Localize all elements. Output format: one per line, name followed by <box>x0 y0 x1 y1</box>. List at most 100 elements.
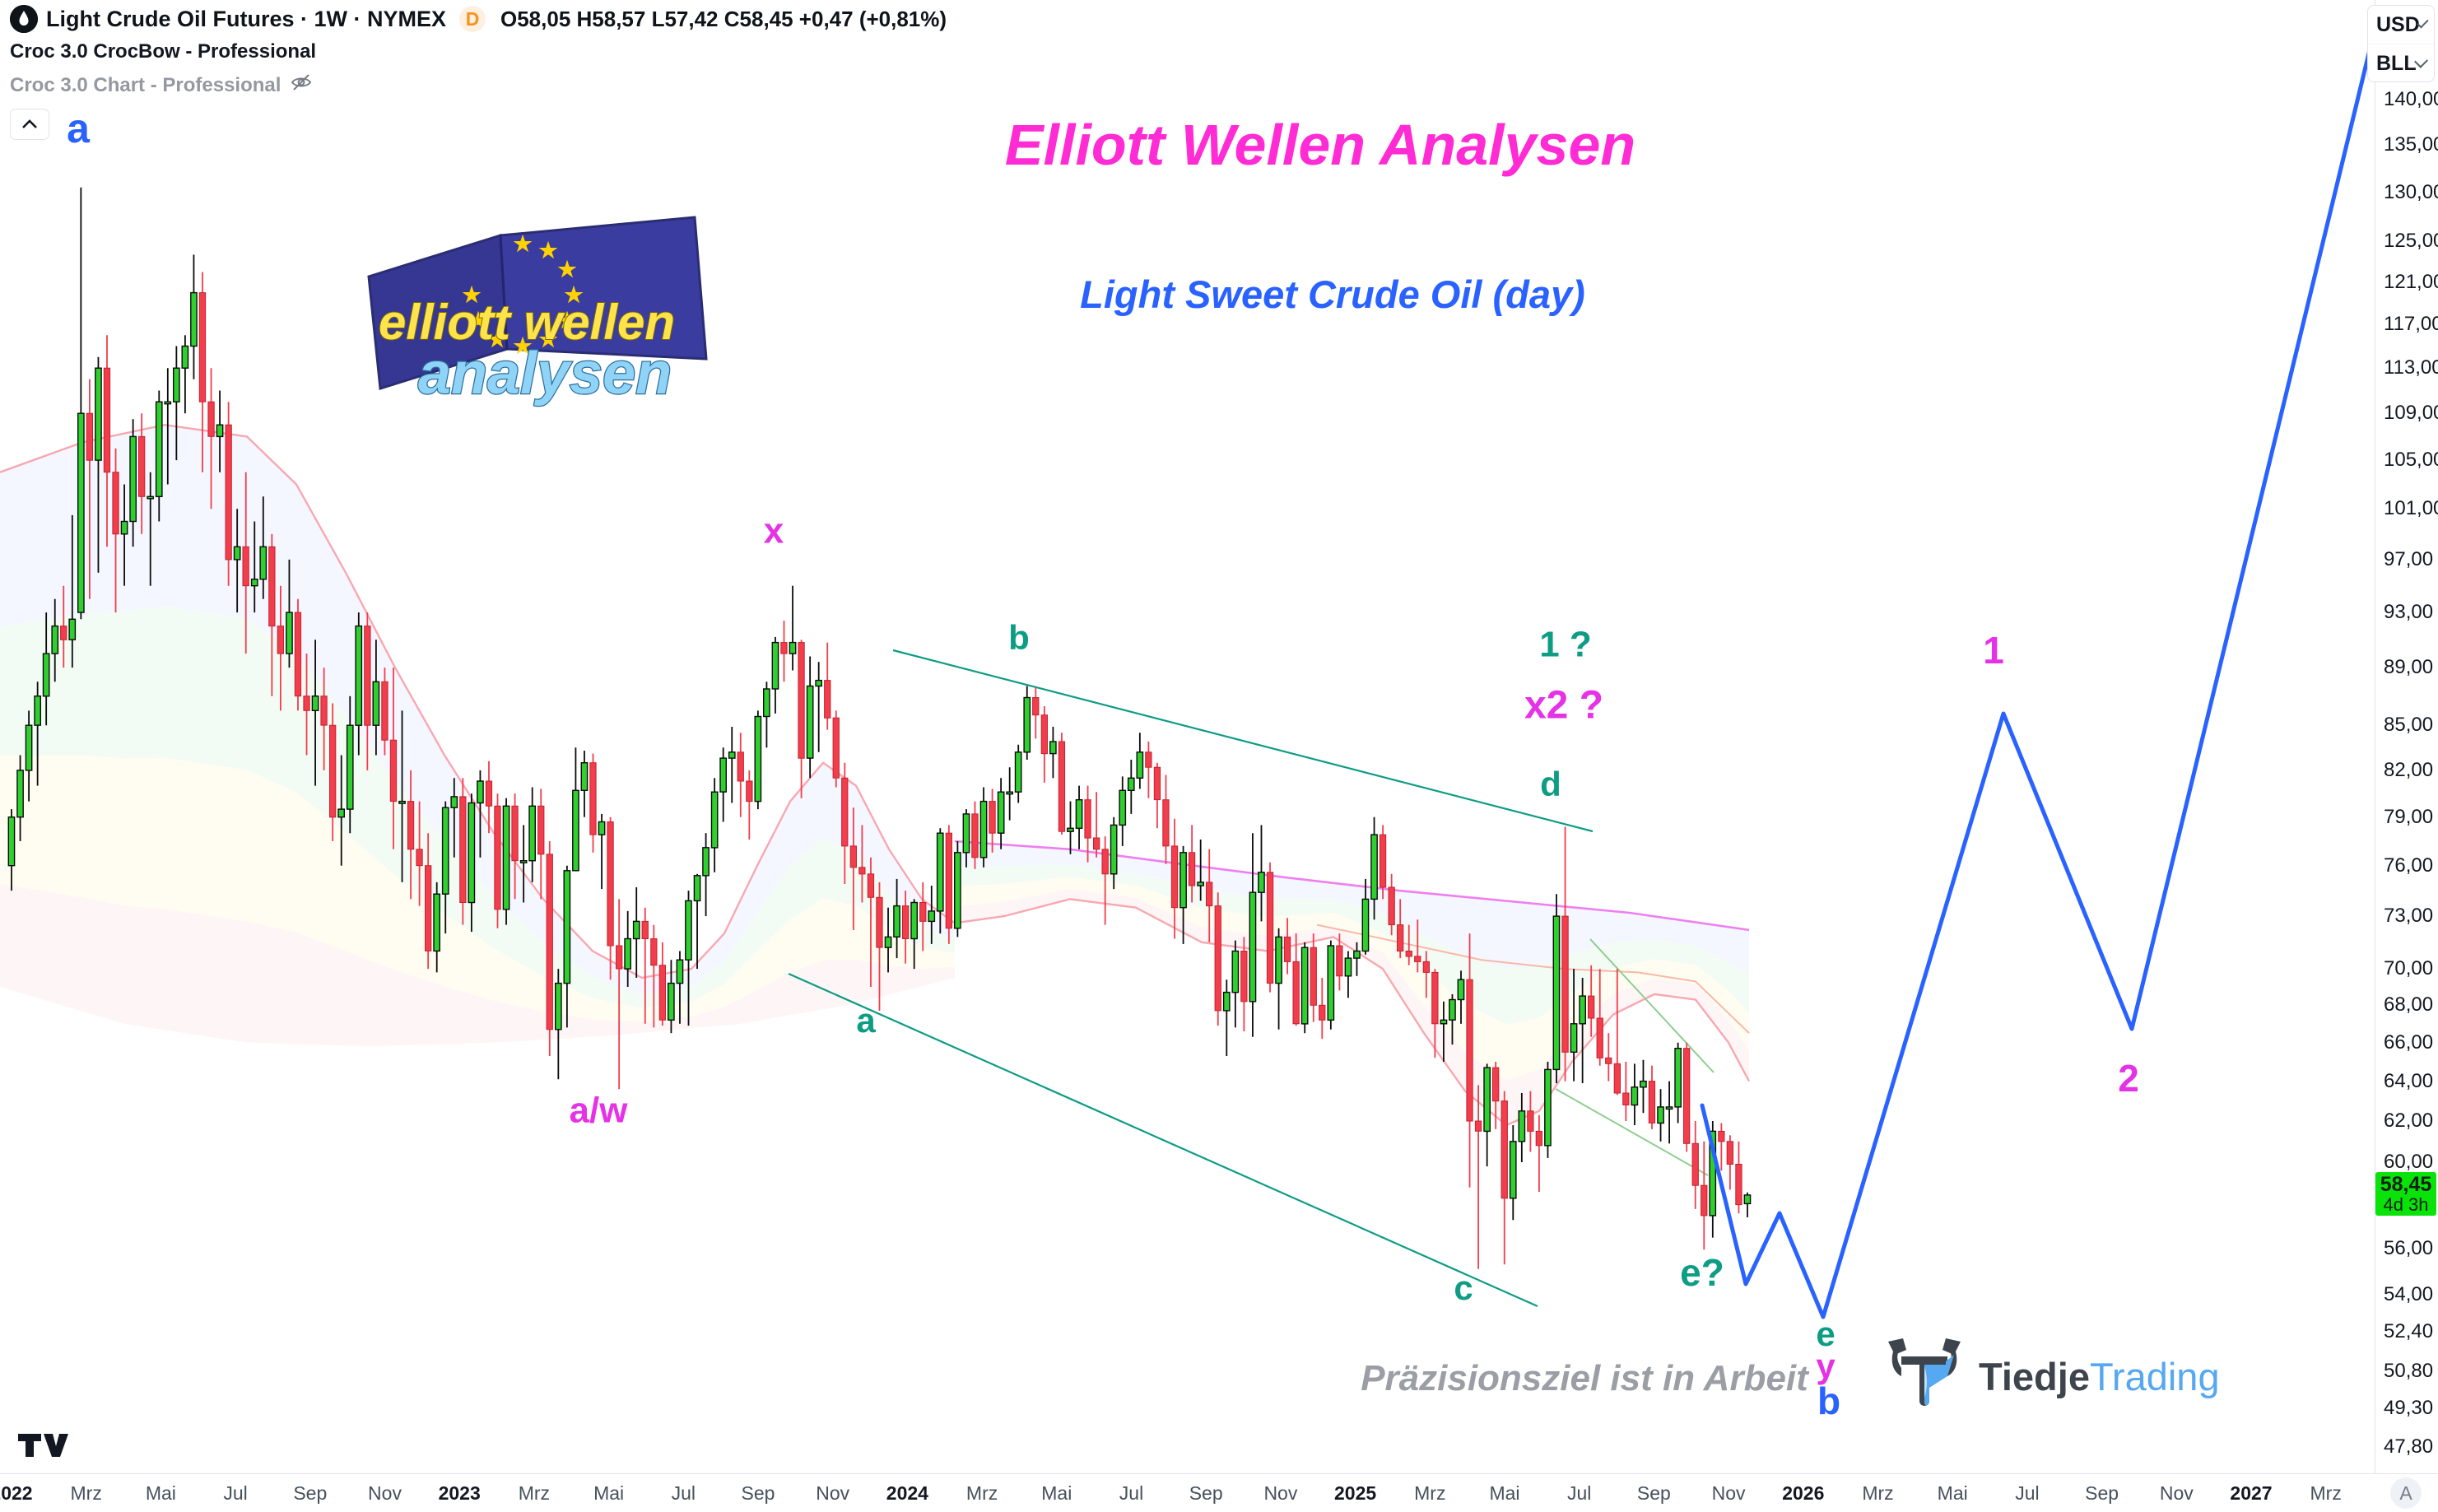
candle <box>1249 891 1257 1003</box>
candle <box>303 696 310 711</box>
candle <box>407 801 415 850</box>
candle <box>589 762 597 835</box>
candle <box>641 920 649 940</box>
candle <box>928 910 936 923</box>
star-icon: ★ <box>538 327 558 351</box>
candle <box>919 902 927 922</box>
candle <box>1535 1130 1542 1147</box>
candle <box>902 905 910 939</box>
candle <box>519 859 528 863</box>
price-tick: 97,00 <box>2384 547 2434 570</box>
candle <box>1431 971 1439 1025</box>
adjust-timezone-button[interactable]: A <box>2390 1477 2422 1509</box>
time-tick-month: Jul <box>2015 1482 2040 1504</box>
candle <box>1596 1017 1603 1058</box>
unit-select[interactable]: BLL <box>2368 44 2434 82</box>
price-tick: 85,00 <box>2384 714 2434 737</box>
candle <box>598 821 606 835</box>
candle <box>242 546 249 587</box>
indicator-crocbow-label[interactable]: Croc 3.0 CrocBow - Professional <box>10 40 317 63</box>
candle <box>1588 995 1595 1019</box>
price-tick: 60,00 <box>2384 1151 2434 1173</box>
candle <box>806 685 814 759</box>
candle <box>320 696 328 726</box>
price-tick: 70,00 <box>2384 957 2434 980</box>
data-mode-badge[interactable]: D <box>459 6 486 32</box>
candle <box>849 845 857 868</box>
collapse-legend-button[interactable] <box>10 109 49 140</box>
symbol-row[interactable]: Light Crude Oil Futures · 1W · NYMEX D O… <box>10 5 947 33</box>
candle <box>1726 1141 1733 1165</box>
time-axis[interactable]: A 2022 Mrz Mai Jul Sep Nov 2023 Mrz Mai Jul Sep Nov… <box>0 1473 2438 1512</box>
candle <box>34 696 42 726</box>
trendline[interactable] <box>788 972 1538 1308</box>
candle <box>16 770 24 818</box>
trendline[interactable] <box>1555 1088 1709 1176</box>
star-icon: ★ <box>557 308 577 333</box>
trendline[interactable] <box>892 649 1594 833</box>
candle <box>112 472 119 535</box>
candle <box>1631 1086 1639 1106</box>
candle <box>1440 1019 1448 1025</box>
candle <box>719 757 728 793</box>
candle <box>1674 1047 1682 1108</box>
candle <box>1709 1130 1717 1217</box>
time-tick-month: Sep <box>741 1482 775 1504</box>
candle <box>1544 1068 1552 1147</box>
candle <box>225 424 232 561</box>
indicator-chart-label[interactable]: Croc 3.0 Chart - Professional <box>10 73 281 96</box>
elliott-projection-line[interactable] <box>1700 30 2376 1319</box>
price-axis[interactable]: 140,00 135,00 130,00 125,00 121,00 117,00 113,… <box>2375 0 2438 1473</box>
candle <box>1336 945 1343 977</box>
crocbow-band-right <box>955 889 1749 1125</box>
candle <box>1518 1110 1526 1142</box>
eye-hidden-icon[interactable] <box>289 70 314 100</box>
star-icon: ★ <box>538 238 558 263</box>
candle <box>1214 905 1221 1012</box>
candle <box>728 751 736 759</box>
candle <box>910 901 919 940</box>
candle <box>425 865 432 951</box>
tiedjetrading-logo: TiedjeTrading <box>1882 1337 2220 1416</box>
wave-label: y <box>1816 1347 1835 1385</box>
candle <box>1300 947 1309 1025</box>
candle <box>693 875 701 902</box>
time-tick-month: Nov <box>1711 1482 1746 1504</box>
candle <box>164 401 172 405</box>
price-tick: 49,30 <box>2384 1397 2434 1420</box>
candle <box>389 739 398 803</box>
tradingview-logo[interactable] <box>16 1429 74 1462</box>
candle <box>555 982 562 1030</box>
time-tick-month: Mai <box>593 1482 625 1504</box>
candle <box>450 796 458 808</box>
currency-select[interactable]: USD <box>2368 6 2434 44</box>
candle <box>1657 1106 1664 1124</box>
crocbow-band-left <box>0 425 955 994</box>
time-tick-month: Jul <box>1119 1482 1144 1504</box>
candle <box>537 805 545 855</box>
time-tick-month: Mrz <box>1862 1482 1894 1504</box>
time-tick-year: 2023 <box>438 1482 481 1504</box>
candle <box>95 367 102 461</box>
candle <box>1405 951 1412 957</box>
price-tick: 105,00 <box>2384 449 2438 472</box>
candle <box>771 641 779 690</box>
candle <box>311 696 319 712</box>
chart-subtitle: Light Sweet Crude Oil (day) <box>1080 272 1585 316</box>
trendline[interactable] <box>1589 938 1715 1073</box>
candle <box>710 791 719 849</box>
price-tick: 76,00 <box>2384 854 2434 877</box>
candle <box>1197 882 1205 886</box>
candle <box>433 893 441 952</box>
time-tick-month: Nov <box>2159 1482 2194 1504</box>
candle <box>441 807 449 895</box>
candle <box>1457 979 1465 1001</box>
candle <box>632 920 640 940</box>
crocbow-band-left <box>0 606 955 1008</box>
candle <box>1162 799 1170 847</box>
symbol-title[interactable]: Light Crude Oil Futures · 1W · NYMEX <box>46 6 446 31</box>
time-tick-year: 2025 <box>1334 1482 1377 1504</box>
time-tick-month: Jul <box>223 1482 248 1504</box>
price-tick: 52,40 <box>2384 1320 2434 1343</box>
